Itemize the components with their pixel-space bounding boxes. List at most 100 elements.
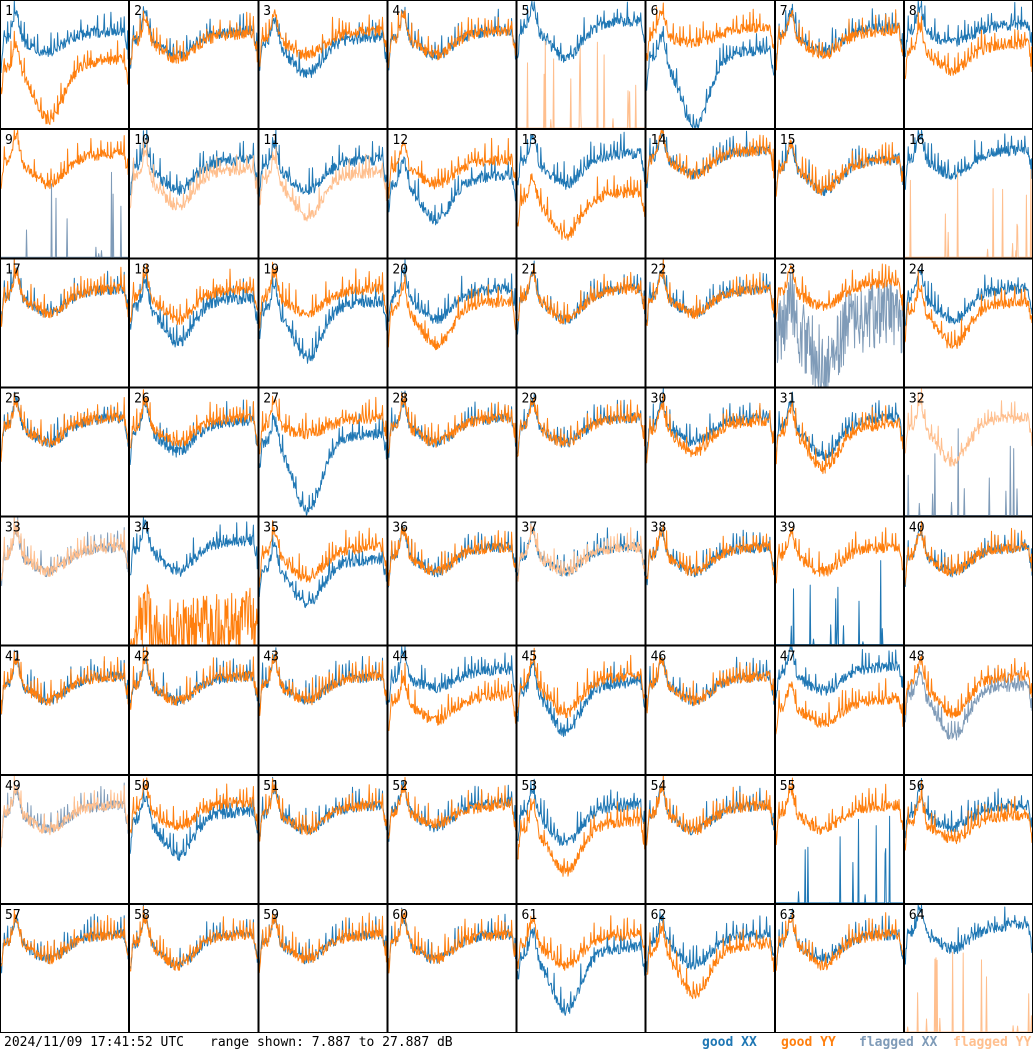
trace-60-yy — [387, 908, 516, 974]
trace-36-yy — [387, 526, 516, 586]
tile-border-28 — [387, 387, 517, 517]
tile-25: 25 — [0, 387, 130, 517]
trace-56-yy — [904, 780, 1033, 851]
trace-47-yy — [775, 678, 904, 735]
trace-23-yy — [775, 263, 904, 320]
tile-border-17 — [0, 258, 130, 388]
tile-13: 13 — [516, 129, 646, 259]
trace-13-xx — [517, 131, 646, 190]
tile-border-51 — [258, 774, 388, 904]
tile-label-62: 62 — [651, 908, 667, 923]
tile-border-4 — [387, 0, 517, 130]
trace-7-yy — [775, 9, 904, 71]
tile-24: 24 — [903, 258, 1033, 388]
trace-4-yy — [387, 9, 516, 69]
tile-border-33 — [0, 516, 130, 646]
tile-41: 41 — [0, 645, 130, 775]
tile-label-39: 39 — [780, 521, 796, 536]
trace-12-xx — [387, 156, 516, 226]
trace-11-yy — [258, 146, 387, 222]
tile-label-53: 53 — [522, 779, 538, 794]
tile-border-36 — [387, 516, 517, 646]
trace-43-yy — [258, 650, 387, 716]
tile-border-5 — [516, 0, 646, 130]
trace-11-xx — [258, 129, 387, 199]
tile-label-14: 14 — [651, 133, 667, 148]
tile-border-43 — [258, 645, 388, 775]
tile-border-30 — [645, 387, 775, 517]
tile-border-29 — [516, 387, 646, 517]
tile-label-51: 51 — [263, 779, 279, 794]
tile-9: 9 — [0, 129, 130, 259]
tile-61: 61 — [516, 903, 646, 1033]
tile-label-42: 42 — [134, 650, 150, 665]
tile-label-24: 24 — [909, 262, 925, 277]
tile-label-45: 45 — [522, 650, 538, 665]
trace-3-yy — [258, 9, 387, 67]
tile-border-7 — [774, 0, 904, 130]
tile-label-48: 48 — [909, 650, 925, 665]
tile-34: 34 — [129, 516, 259, 646]
tile-border-55 — [774, 774, 904, 904]
tile-12: 12 — [387, 129, 517, 259]
trace-19-yy — [258, 261, 387, 329]
tile-border-34 — [129, 516, 259, 646]
tile-border-14 — [645, 129, 775, 259]
tile-20: 20 — [387, 258, 517, 388]
tile-border-40 — [903, 516, 1033, 646]
tile-label-47: 47 — [780, 650, 796, 665]
tile-border-24 — [903, 258, 1033, 388]
trace-19-xx — [258, 274, 387, 364]
trace-61-xx — [517, 927, 646, 1016]
tile-label-28: 28 — [392, 391, 408, 406]
trace-42-yy — [129, 646, 258, 710]
trace-28-yy — [387, 392, 516, 454]
tile-label-1: 1 — [5, 4, 13, 19]
tile-label-40: 40 — [909, 521, 925, 536]
tile-label-34: 34 — [134, 521, 150, 536]
tile-label-9: 9 — [5, 133, 13, 148]
tile-border-22 — [645, 258, 775, 388]
trace-15-xx — [775, 141, 904, 197]
tile-52: 52 — [387, 774, 517, 904]
tile-label-6: 6 — [651, 4, 659, 19]
tile-border-60 — [387, 903, 517, 1033]
tile-label-31: 31 — [780, 391, 796, 406]
tile-49: 49 — [0, 774, 130, 904]
trace-37-yy — [517, 523, 646, 582]
trace-24-yy — [904, 270, 1033, 349]
tile-border-35 — [258, 516, 388, 646]
tile-label-16: 16 — [909, 133, 925, 148]
trace-20-yy — [387, 273, 516, 351]
tile-19: 19 — [258, 258, 388, 388]
trace-8-yy — [904, 11, 1033, 79]
tile-label-4: 4 — [392, 4, 400, 19]
tile-label-58: 58 — [134, 908, 150, 923]
tile-label-2: 2 — [134, 4, 142, 19]
tile-63: 63 — [774, 903, 904, 1033]
trace-27-xx — [258, 412, 387, 516]
tile-label-17: 17 — [5, 262, 21, 277]
tile-border-26 — [129, 387, 259, 517]
tile-50: 50 — [129, 774, 259, 904]
tile-border-38 — [645, 516, 775, 646]
tile-23: 23 — [774, 258, 904, 388]
trace-1-xx — [0, 0, 129, 74]
tile-border-62 — [645, 903, 775, 1033]
legend-flagged-xx: flagged XX — [859, 1035, 938, 1050]
tile-40: 40 — [903, 516, 1033, 646]
trace-23-xx — [775, 268, 904, 387]
trace-62-yy — [646, 919, 775, 1000]
tile-53: 53 — [516, 774, 646, 904]
trace-39-yy — [775, 527, 904, 584]
tile-11: 11 — [258, 129, 388, 259]
tile-label-54: 54 — [651, 779, 667, 794]
tile-label-3: 3 — [263, 4, 271, 19]
tile-label-36: 36 — [392, 521, 408, 536]
legend-flagged-yy: flagged YY — [953, 1035, 1032, 1050]
tile-62: 62 — [645, 903, 775, 1033]
tile-border-57 — [0, 903, 130, 1033]
tile-label-12: 12 — [392, 133, 408, 148]
tile-label-32: 32 — [909, 391, 925, 406]
tile-border-59 — [258, 903, 388, 1033]
